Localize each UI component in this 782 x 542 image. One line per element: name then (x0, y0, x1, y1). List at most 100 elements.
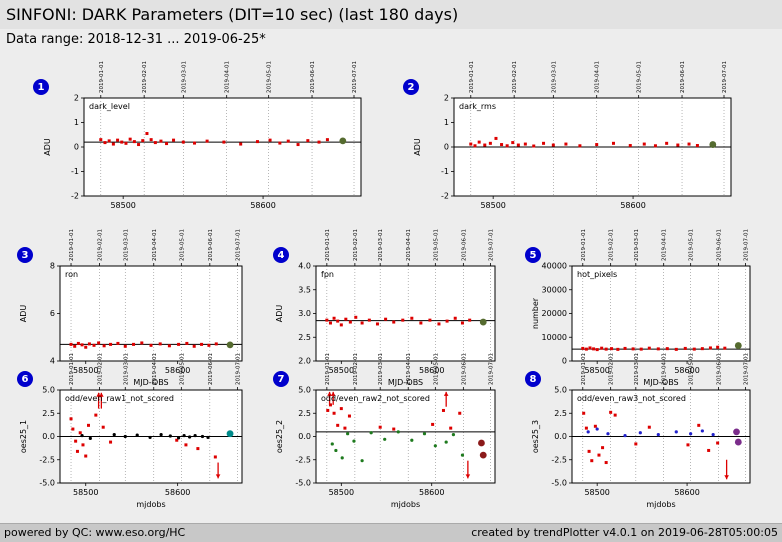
svg-text:fpn: fpn (321, 270, 334, 279)
svg-text:ADU: ADU (43, 138, 52, 156)
svg-text:2019-02-01: 2019-02-01 (98, 353, 104, 385)
svg-text:-1: -1 (441, 167, 449, 176)
svg-text:58500: 58500 (480, 201, 505, 210)
footer-bar: powered by QC: www.eso.org/HC created by… (0, 523, 782, 542)
svg-text:0: 0 (444, 143, 449, 152)
svg-text:2019-04-01: 2019-04-01 (662, 229, 668, 261)
svg-text:2019-06-01: 2019-06-01 (461, 353, 467, 385)
svg-text:odd/even_raw1_not_scored: odd/even_raw1_not_scored (65, 394, 174, 403)
svg-text:5.0: 5.0 (554, 386, 567, 395)
fpn-scatter-plot[interactable]: 2019-01-01 2019-02-01 2019-03-01 2019-04-01… (268, 224, 505, 392)
svg-text:MJD-OBS: MJD-OBS (133, 378, 168, 387)
svg-text:ADU: ADU (19, 305, 28, 323)
svg-text:2019-03-01: 2019-03-01 (634, 353, 640, 385)
svg-text:2019-02-01: 2019-02-01 (353, 353, 359, 385)
svg-text:5.0: 5.0 (42, 386, 55, 395)
odd-even-raw2-scatter-plot[interactable]: 2019-01-01 2019-02-01 2019-03-01 2019-04-01… (268, 348, 505, 513)
svg-text:2019-01-01: 2019-01-01 (581, 353, 587, 385)
svg-text:2019-02-01: 2019-02-01 (353, 229, 359, 261)
svg-text:2.0: 2.0 (298, 357, 311, 366)
date-range-subtitle: Data range: 2018-12-31 ... 2019-06-25* (6, 32, 266, 47)
svg-text:8: 8 (50, 262, 55, 271)
svg-text:0: 0 (562, 357, 567, 366)
svg-text:2019-03-01: 2019-03-01 (123, 229, 129, 261)
svg-text:2019-05-01: 2019-05-01 (179, 229, 185, 261)
svg-text:odd/even_raw3_not_scored: odd/even_raw3_not_scored (577, 394, 686, 403)
svg-text:2019-03-01: 2019-03-01 (634, 229, 640, 261)
plot-number-badge: 3 (17, 247, 33, 263)
svg-text:2019-06-01: 2019-06-01 (461, 229, 467, 261)
svg-text:2019-02-01: 2019-02-01 (142, 61, 148, 93)
svg-text:4.0: 4.0 (298, 262, 311, 271)
page-title: SINFONI: DARK Parameters (DIT=10 sec) (l… (6, 5, 459, 24)
hot-pixels-scatter-plot[interactable]: 2019-01-01 2019-02-01 2019-03-01 2019-04-01… (520, 224, 760, 392)
svg-text:dark_rms: dark_rms (459, 102, 496, 111)
svg-text:-2.5: -2.5 (295, 455, 311, 464)
svg-text:58500: 58500 (329, 366, 354, 375)
svg-text:58600: 58600 (674, 488, 699, 497)
svg-text:58600: 58600 (620, 201, 645, 210)
svg-text:2019-06-01: 2019-06-01 (208, 229, 214, 261)
svg-text:2019-07-01: 2019-07-01 (235, 229, 241, 261)
svg-text:58600: 58600 (419, 366, 444, 375)
svg-text:2019-02-01: 2019-02-01 (609, 229, 615, 261)
ron-scatter-plot[interactable]: 2019-01-01 2019-02-01 2019-03-01 2019-04-01… (12, 224, 252, 392)
svg-text:4: 4 (50, 357, 55, 366)
svg-text:2.5: 2.5 (554, 409, 567, 418)
svg-text:2019-06-01: 2019-06-01 (717, 353, 723, 385)
plot-ron: 3 2019-01-01 2019-02-01 2019-03-01 2019-04-… (12, 224, 252, 392)
plot-odd-even-raw3: 8 2019-01-01 2019-02-01 2019-03-01 2019-04-… (520, 348, 760, 513)
svg-text:2019-06-01: 2019-06-01 (680, 61, 686, 93)
plot-number-badge: 2 (403, 79, 419, 95)
plot-number-badge: 4 (273, 247, 289, 263)
dark-rms-scatter-plot[interactable]: 2019-01-01 2019-02-01 2019-03-01 2019-04-01… (398, 56, 743, 214)
svg-text:2019-06-01: 2019-06-01 (717, 229, 723, 261)
svg-text:58600: 58600 (250, 201, 275, 210)
svg-text:hot_pixels: hot_pixels (577, 270, 617, 279)
svg-text:2019-04-01: 2019-04-01 (152, 353, 158, 385)
svg-text:3.5: 3.5 (298, 285, 311, 294)
svg-text:58500: 58500 (110, 201, 135, 210)
footer-credit: created by trendPlotter v4.0.1 on 2019-0… (471, 526, 778, 539)
svg-text:30000: 30000 (542, 285, 567, 294)
svg-text:-2.5: -2.5 (39, 455, 55, 464)
svg-text:number: number (531, 297, 540, 329)
svg-text:2019-03-01: 2019-03-01 (181, 61, 187, 93)
svg-text:-5.0: -5.0 (39, 479, 55, 488)
svg-text:2019-01-01: 2019-01-01 (581, 229, 587, 261)
svg-text:2019-05-01: 2019-05-01 (267, 61, 273, 93)
svg-text:2019-01-01: 2019-01-01 (99, 61, 105, 93)
svg-text:2019-04-01: 2019-04-01 (595, 61, 601, 93)
plot-number-badge: 6 (17, 371, 33, 387)
svg-text:20000: 20000 (542, 309, 567, 318)
svg-text:2019-02-01: 2019-02-01 (609, 353, 615, 385)
plot-fpn: 4 2019-01-01 2019-02-01 2019-03-01 2019-04-… (268, 224, 505, 392)
svg-text:2019-01-01: 2019-01-01 (69, 229, 75, 261)
plot-hot-pixels: 5 2019-01-01 2019-02-01 2019-03-01 2019-04-… (520, 224, 760, 392)
svg-text:1: 1 (74, 118, 79, 127)
svg-text:58600: 58600 (165, 488, 190, 497)
odd-even-raw3-scatter-plot[interactable]: 2019-01-01 2019-02-01 2019-03-01 2019-04-01… (520, 348, 760, 513)
svg-text:mjdobs: mjdobs (646, 500, 675, 509)
svg-text:1: 1 (444, 118, 449, 127)
plot-odd-even-raw1: 6 2019-01-01 2019-02-01 2019-03-01 2019-04-… (12, 348, 252, 513)
svg-text:2019-01-01: 2019-01-01 (469, 61, 475, 93)
svg-text:2019-07-01: 2019-07-01 (488, 353, 494, 385)
footer-qc-link[interactable]: powered by QC: www.eso.org/HC (4, 526, 186, 539)
plot-dark-level: 1 2019-01-01 2019-02-01 2019-03-01 2019-04-… (28, 56, 373, 214)
svg-text:2019-02-01: 2019-02-01 (512, 61, 518, 93)
svg-text:odd/even_raw2_not_scored: odd/even_raw2_not_scored (321, 394, 430, 403)
svg-text:-1: -1 (71, 167, 79, 176)
dark-level-scatter-plot[interactable]: 2019-01-01 2019-02-01 2019-03-01 2019-04-01… (28, 56, 373, 214)
svg-text:2019-05-01: 2019-05-01 (433, 229, 439, 261)
svg-text:58500: 58500 (584, 488, 609, 497)
plot-odd-even-raw2: 7 2019-01-01 2019-02-01 2019-03-01 2019-04-… (268, 348, 505, 513)
svg-text:2019-04-01: 2019-04-01 (406, 229, 412, 261)
svg-text:MJD-OBS: MJD-OBS (643, 378, 678, 387)
svg-text:2019-05-01: 2019-05-01 (637, 61, 643, 93)
svg-text:mjdobs: mjdobs (136, 500, 165, 509)
svg-text:-5.0: -5.0 (295, 479, 311, 488)
plot-dark-rms: 2 2019-01-01 2019-02-01 2019-03-01 2019-04-… (398, 56, 743, 214)
odd-even-raw1-scatter-plot[interactable]: 2019-01-01 2019-02-01 2019-03-01 2019-04-01… (12, 348, 252, 513)
svg-text:2.5: 2.5 (42, 409, 55, 418)
